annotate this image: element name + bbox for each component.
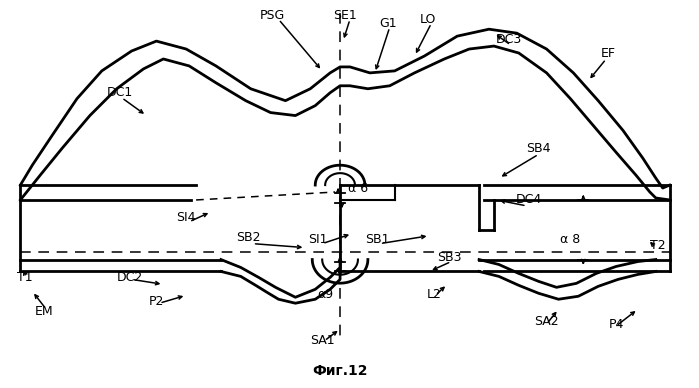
Text: DC3: DC3: [496, 33, 522, 46]
Text: DC4: DC4: [516, 194, 542, 206]
Text: G1: G1: [379, 17, 396, 30]
Text: α9: α9: [317, 288, 333, 301]
Text: SA1: SA1: [310, 334, 335, 347]
Text: α 6: α 6: [348, 182, 368, 194]
Text: SI1: SI1: [308, 233, 328, 246]
Text: DC2: DC2: [117, 271, 143, 284]
Text: SB3: SB3: [437, 251, 461, 264]
Text: T1: T1: [17, 271, 32, 284]
Text: SA2: SA2: [534, 315, 559, 327]
Text: P2: P2: [149, 295, 164, 308]
Text: PSG: PSG: [260, 9, 285, 22]
Text: L2: L2: [427, 288, 442, 301]
Text: DC1: DC1: [106, 86, 133, 99]
Text: EF: EF: [600, 47, 616, 59]
Text: α 8: α 8: [561, 233, 581, 246]
Text: SB4: SB4: [526, 142, 551, 155]
Text: SI4: SI4: [176, 211, 196, 224]
Text: SE1: SE1: [333, 9, 357, 22]
Text: T2: T2: [650, 239, 665, 252]
Text: SB1: SB1: [366, 233, 390, 246]
Text: P4: P4: [608, 317, 624, 331]
Text: SB2: SB2: [236, 231, 261, 244]
Text: Фиг.12: Фиг.12: [312, 364, 368, 378]
Text: EM: EM: [35, 305, 54, 318]
Text: LO: LO: [419, 13, 435, 26]
